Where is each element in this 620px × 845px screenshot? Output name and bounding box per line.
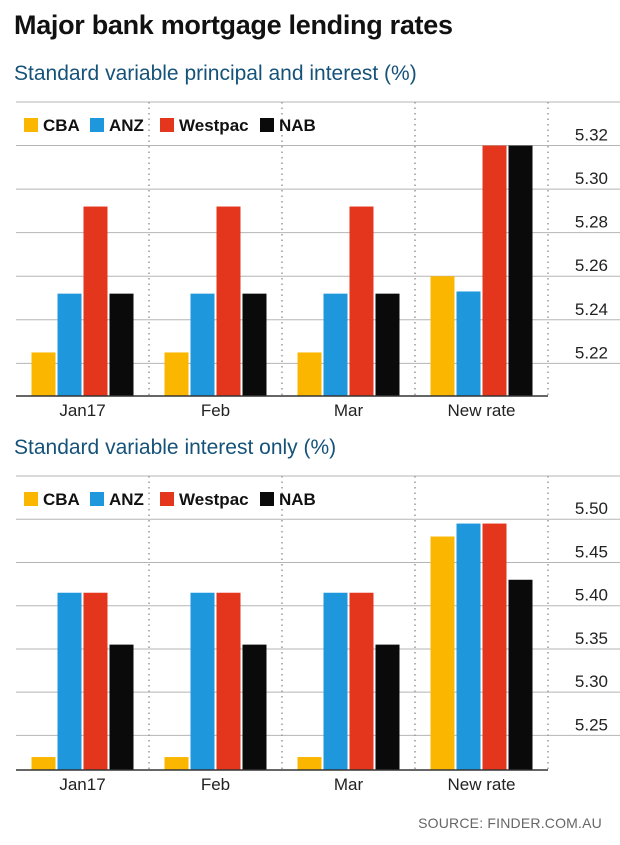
bar-westpac-jan17 <box>83 206 108 396</box>
x-tick-label: New rate <box>447 775 515 794</box>
x-tick-label: Jan17 <box>59 775 105 794</box>
bar-nab-mar <box>375 293 400 396</box>
y-tick-label: 5.40 <box>575 586 608 605</box>
y-tick-label: 5.25 <box>575 715 608 734</box>
y-tick-label: 5.45 <box>575 542 608 561</box>
legend-label-cba: CBA <box>43 490 80 509</box>
bar-nab-jan17 <box>109 644 134 770</box>
bar-anz-jan17 <box>57 592 82 770</box>
legend-label-anz: ANZ <box>109 116 144 135</box>
bar-cba-jan17 <box>31 757 56 770</box>
bar-westpac-jan17 <box>83 592 108 770</box>
bar-cba-mar <box>297 352 322 396</box>
chart-interest-only: 5.55 5.50 5.45 5.40 5.35 5.30 5.25 Jan17 Feb Mar N… <box>16 474 620 794</box>
x-tick-label: Feb <box>201 401 230 420</box>
source-note: SOURCE: FINDER.COM.AU <box>418 815 602 831</box>
bar-nab-new-rate <box>508 579 533 770</box>
y-tick-label: 5.30 <box>575 672 608 691</box>
legend-label-nab: NAB <box>279 116 316 135</box>
legend-swatch-westpac <box>160 118 174 132</box>
bar-nab-mar <box>375 644 400 770</box>
y-tick-label: 5.28 <box>575 213 608 232</box>
x-tick-label: Feb <box>201 775 230 794</box>
bar-anz-mar <box>323 592 348 770</box>
legend-swatch-nab <box>260 118 274 132</box>
bar-anz-jan17 <box>57 293 82 396</box>
legend: CBA ANZ Westpac NAB <box>24 490 316 509</box>
legend-swatch-westpac <box>160 492 174 506</box>
y-tick-label: 5.30 <box>575 169 608 188</box>
bar-anz-new-rate <box>456 291 481 396</box>
bar-westpac-new-rate <box>482 523 507 770</box>
bar-westpac-feb <box>216 206 241 396</box>
bar-nab-feb <box>242 644 267 770</box>
x-tick-label: Mar <box>334 775 364 794</box>
x-tick-label: Mar <box>334 401 364 420</box>
legend-label-cba: CBA <box>43 116 80 135</box>
y-tick-label: 5.32 <box>575 126 608 145</box>
bar-westpac-feb <box>216 592 241 770</box>
legend-swatch-cba <box>24 492 38 506</box>
legend-label-nab: NAB <box>279 490 316 509</box>
bar-cba-feb <box>164 352 189 396</box>
bar-anz-new-rate <box>456 523 481 770</box>
bar-cba-jan17 <box>31 352 56 396</box>
legend-swatch-anz <box>90 492 104 506</box>
legend: CBA ANZ Westpac NAB <box>24 116 316 135</box>
bar-cba-feb <box>164 757 189 770</box>
x-tick-label: Jan17 <box>59 401 105 420</box>
bar-westpac-mar <box>349 206 374 396</box>
legend-label-westpac: Westpac <box>179 490 249 509</box>
bar-westpac-new-rate <box>482 145 507 396</box>
bar-anz-feb <box>190 293 215 396</box>
chart-1-title: Standard variable principal and interest… <box>14 62 417 85</box>
bar-anz-feb <box>190 592 215 770</box>
bar-cba-mar <box>297 757 322 770</box>
bar-cba-new-rate <box>430 276 455 396</box>
x-tick-label: New rate <box>447 401 515 420</box>
y-tick-label: 5.22 <box>575 343 608 362</box>
main-title: Major bank mortgage lending rates <box>14 10 453 40</box>
legend-label-anz: ANZ <box>109 490 144 509</box>
bar-nab-new-rate <box>508 145 533 396</box>
bar-nab-feb <box>242 293 267 396</box>
y-tick-label: 5.55 <box>575 474 608 475</box>
y-tick-label: 5.35 <box>575 629 608 648</box>
chart-2-title: Standard variable interest only (%) <box>14 436 337 459</box>
bar-nab-jan17 <box>109 293 134 396</box>
legend-swatch-anz <box>90 118 104 132</box>
y-tick-label: 5.24 <box>575 300 608 319</box>
y-tick-label: 5.26 <box>575 256 608 275</box>
legend-label-westpac: Westpac <box>179 116 249 135</box>
bar-cba-new-rate <box>430 536 455 770</box>
legend-swatch-cba <box>24 118 38 132</box>
chart-principal-and-interest: 5.34 5.32 5.30 5.28 5.26 5.24 5.22 Jan17 Feb Mar N… <box>16 100 620 420</box>
y-tick-label: 5.50 <box>575 499 608 518</box>
bar-westpac-mar <box>349 592 374 770</box>
bar-anz-mar <box>323 293 348 396</box>
y-tick-label: 5.34 <box>575 100 608 101</box>
legend-swatch-nab <box>260 492 274 506</box>
